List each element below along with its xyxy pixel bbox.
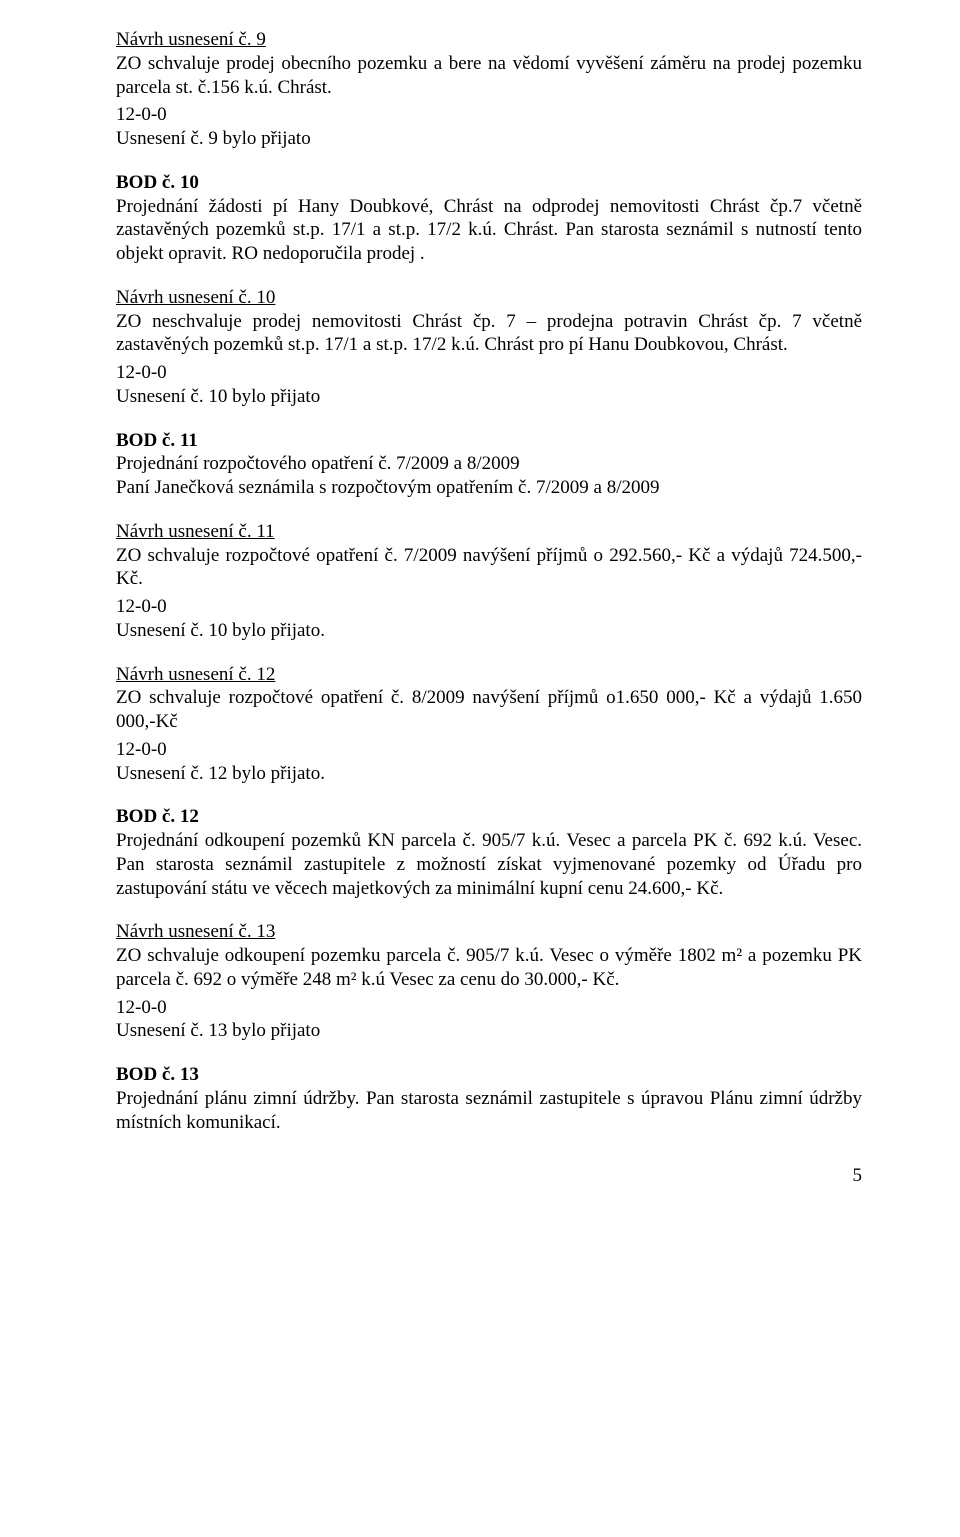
heading-navrh-9: Návrh usnesení č. 9	[116, 28, 862, 52]
heading-bod-10: BOD č. 10	[116, 171, 862, 195]
vote-navrh-9: 12-0-0	[116, 103, 862, 127]
section-navrh-13: Návrh usnesení č. 13 ZO schvaluje odkoup…	[116, 920, 862, 1043]
section-navrh-11: Návrh usnesení č. 11 ZO schvaluje rozpoč…	[116, 520, 862, 643]
vote-navrh-10: 12-0-0	[116, 361, 862, 385]
text-navrh-11: ZO schvaluje rozpočtové opatření č. 7/20…	[116, 544, 862, 592]
section-bod-11: BOD č. 11 Projednání rozpočtového opatře…	[116, 429, 862, 500]
result-navrh-10: Usnesení č. 10 bylo přijato	[116, 385, 862, 409]
section-navrh-12: Návrh usnesení č. 12 ZO schvaluje rozpoč…	[116, 663, 862, 786]
section-navrh-9: Návrh usnesení č. 9 ZO schvaluje prodej …	[116, 28, 862, 151]
text-bod-12: Projednání odkoupení pozemků KN parcela …	[116, 829, 862, 900]
heading-navrh-13: Návrh usnesení č. 13	[116, 920, 862, 944]
text-bod-11a: Projednání rozpočtového opatření č. 7/20…	[116, 452, 862, 476]
vote-navrh-12: 12-0-0	[116, 738, 862, 762]
text-navrh-12: ZO schvaluje rozpočtové opatření č. 8/20…	[116, 686, 862, 734]
heading-navrh-12: Návrh usnesení č. 12	[116, 663, 862, 687]
heading-navrh-10: Návrh usnesení č. 10	[116, 286, 862, 310]
result-navrh-11: Usnesení č. 10 bylo přijato.	[116, 619, 862, 643]
result-navrh-13: Usnesení č. 13 bylo přijato	[116, 1019, 862, 1043]
text-navrh-10: ZO neschvaluje prodej nemovitosti Chrást…	[116, 310, 862, 358]
section-bod-10: BOD č. 10 Projednání žádosti pí Hany Dou…	[116, 171, 862, 266]
text-bod-13: Projednání plánu zimní údržby. Pan staro…	[116, 1087, 862, 1135]
page-number: 5	[116, 1164, 862, 1188]
heading-bod-12: BOD č. 12	[116, 805, 862, 829]
text-bod-11b: Paní Janečková seznámila s rozpočtovým o…	[116, 476, 862, 500]
result-navrh-12: Usnesení č. 12 bylo přijato.	[116, 762, 862, 786]
text-navrh-9: ZO schvaluje prodej obecního pozemku a b…	[116, 52, 862, 100]
vote-navrh-13: 12-0-0	[116, 996, 862, 1020]
text-navrh-13: ZO schvaluje odkoupení pozemku parcela č…	[116, 944, 862, 992]
heading-navrh-11: Návrh usnesení č. 11	[116, 520, 862, 544]
section-bod-12: BOD č. 12 Projednání odkoupení pozemků K…	[116, 805, 862, 900]
result-navrh-9: Usnesení č. 9 bylo přijato	[116, 127, 862, 151]
section-bod-13: BOD č. 13 Projednání plánu zimní údržby.…	[116, 1063, 862, 1134]
heading-bod-13: BOD č. 13	[116, 1063, 862, 1087]
section-navrh-10: Návrh usnesení č. 10 ZO neschvaluje prod…	[116, 286, 862, 409]
text-bod-10: Projednání žádosti pí Hany Doubkové, Chr…	[116, 195, 862, 266]
heading-bod-11: BOD č. 11	[116, 429, 862, 453]
vote-navrh-11: 12-0-0	[116, 595, 862, 619]
